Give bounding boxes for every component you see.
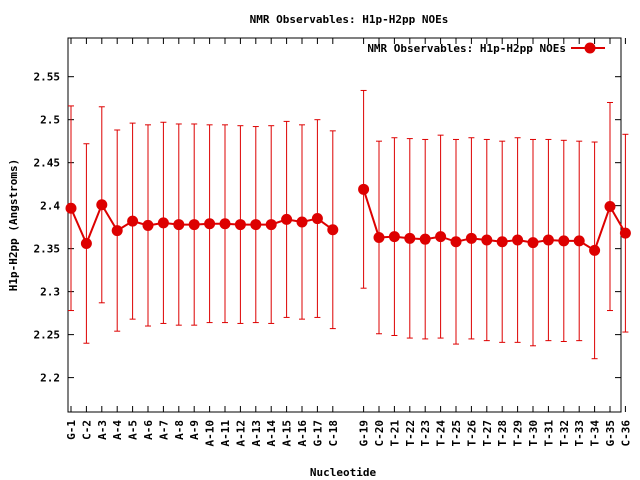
data-point (173, 219, 185, 231)
x-tick-label: A-14 (265, 420, 278, 447)
x-tick-label: A-10 (204, 420, 217, 447)
x-tick-label: A-6 (142, 420, 155, 440)
y-tick-label: 2.45 (34, 157, 61, 170)
legend-label: NMR Observables: H1p-H2pp NOEs (367, 42, 566, 55)
x-tick-label: A-4 (111, 420, 124, 440)
x-tick-label: A-16 (296, 420, 309, 447)
data-point (419, 233, 431, 245)
data-point (512, 234, 524, 246)
x-tick-label: T-23 (419, 420, 432, 447)
data-point (558, 235, 570, 247)
data-point (327, 224, 339, 236)
data-point (465, 232, 477, 244)
x-tick-label: C-18 (327, 420, 340, 447)
legend: NMR Observables: H1p-H2pp NOEs (367, 42, 605, 55)
x-tick-label: G-17 (311, 420, 324, 447)
x-axis-label: Nucleotide (310, 466, 377, 479)
data-point (204, 218, 216, 230)
y-tick-label: 2.2 (40, 372, 60, 385)
y-tick-label: 2.35 (34, 243, 61, 256)
data-point (80, 237, 92, 249)
y-tick-label: 2.55 (34, 71, 61, 84)
data-point (604, 201, 616, 213)
x-tick-label: A-5 (127, 420, 140, 440)
x-tick-label: A-8 (173, 420, 186, 440)
x-tick-label: A-13 (250, 420, 263, 447)
data-point (281, 213, 293, 225)
data-point (296, 216, 308, 228)
data-point (619, 227, 631, 239)
data-point (265, 219, 277, 231)
series-line (362, 189, 627, 252)
x-tick-label: T-31 (542, 420, 555, 447)
y-tick-label: 2.3 (40, 286, 60, 299)
data-point (358, 183, 370, 195)
x-tick-label: C-2 (80, 420, 93, 440)
data-point (373, 231, 385, 243)
x-tick-label: A-9 (188, 420, 201, 440)
data-point (157, 217, 169, 229)
x-tick-label: A-15 (281, 420, 294, 447)
data-point (573, 235, 585, 247)
data-point (589, 244, 601, 256)
data-point (481, 234, 493, 246)
data-point (435, 231, 447, 243)
data-point (142, 219, 154, 231)
series-layer (65, 89, 631, 360)
data-point (127, 215, 139, 227)
x-tick-label: T-26 (465, 420, 478, 447)
x-tick-label: T-25 (450, 420, 463, 447)
y-tick-label: 2.4 (40, 200, 60, 213)
data-point (388, 231, 400, 243)
y-axis: 2.2 2.25 2.3 2.35 2.4 2.45 2.5 2.55 (34, 71, 621, 385)
x-tick-label: G-19 (358, 420, 371, 447)
data-point (496, 236, 508, 248)
x-tick-label: A-12 (234, 420, 247, 447)
data-point (96, 199, 108, 211)
x-tick-label: T-33 (573, 420, 586, 447)
x-tick-label: T-32 (558, 420, 571, 447)
data-point (188, 219, 200, 231)
x-axis: G-1 C-2 A-3 A-4 A-5 A-6 A-7 A-8 A-9 A-10 A-11 A-12 A… (65, 38, 632, 447)
x-tick-label: T-27 (481, 420, 494, 447)
x-tick-label: T-21 (388, 420, 401, 447)
x-tick-label: G-35 (604, 420, 617, 447)
data-point (234, 219, 246, 231)
x-tick-label: A-7 (157, 420, 170, 440)
data-point (404, 232, 416, 244)
x-tick-label: A-3 (96, 420, 109, 440)
x-tick-label: T-30 (527, 420, 540, 447)
data-point (311, 213, 323, 225)
x-tick-label: T-29 (512, 420, 525, 447)
x-tick-label: A-11 (219, 420, 232, 447)
y-axis-label: H1p-H2pp (Angstroms) (7, 159, 20, 291)
x-tick-label: C-20 (373, 420, 386, 447)
legend-marker (584, 42, 596, 54)
data-point (450, 236, 462, 248)
x-tick-label: T-22 (404, 420, 417, 447)
chart-title: NMR Observables: H1p-H2pp NOEs (250, 13, 449, 26)
data-point (542, 234, 554, 246)
y-tick-label: 2.25 (34, 329, 61, 342)
data-point (65, 202, 77, 214)
series-line (70, 202, 334, 247)
x-tick-label: T-28 (496, 420, 509, 447)
data-point (219, 218, 231, 230)
data-point (111, 225, 123, 237)
data-point (527, 237, 539, 249)
x-tick-label: C-36 (619, 420, 632, 447)
data-point (250, 219, 262, 231)
x-tick-label: G-1 (65, 420, 78, 440)
x-tick-label: T-24 (435, 420, 448, 447)
x-tick-label: T-34 (589, 420, 602, 447)
y-tick-label: 2.5 (40, 114, 60, 127)
